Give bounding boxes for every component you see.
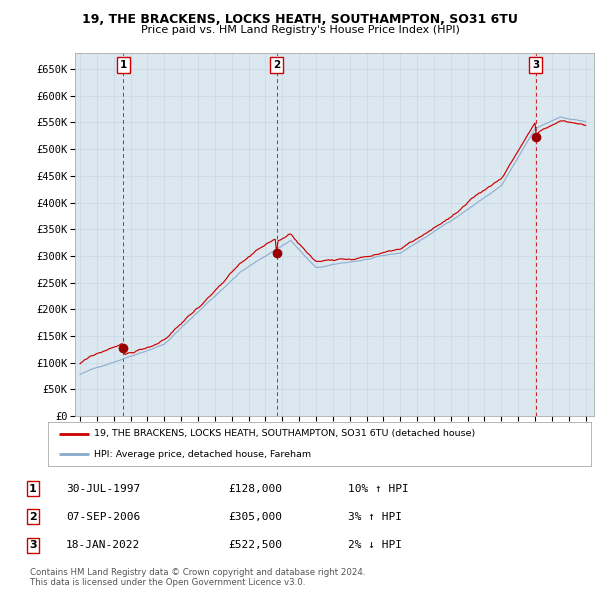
Text: 19, THE BRACKENS, LOCKS HEATH, SOUTHAMPTON, SO31 6TU (detached house): 19, THE BRACKENS, LOCKS HEATH, SOUTHAMPT… xyxy=(94,430,475,438)
Text: 1: 1 xyxy=(29,484,37,493)
Text: 2: 2 xyxy=(273,60,280,70)
Text: 3: 3 xyxy=(532,60,539,70)
Text: Price paid vs. HM Land Registry's House Price Index (HPI): Price paid vs. HM Land Registry's House … xyxy=(140,25,460,35)
Text: 19, THE BRACKENS, LOCKS HEATH, SOUTHAMPTON, SO31 6TU: 19, THE BRACKENS, LOCKS HEATH, SOUTHAMPT… xyxy=(82,13,518,26)
Text: 2: 2 xyxy=(29,512,37,522)
Text: HPI: Average price, detached house, Fareham: HPI: Average price, detached house, Fare… xyxy=(94,450,311,458)
Text: £522,500: £522,500 xyxy=(228,540,282,550)
Text: 1: 1 xyxy=(120,60,127,70)
Text: £305,000: £305,000 xyxy=(228,512,282,522)
Text: 3% ↑ HPI: 3% ↑ HPI xyxy=(348,512,402,522)
Text: Contains HM Land Registry data © Crown copyright and database right 2024.
This d: Contains HM Land Registry data © Crown c… xyxy=(30,568,365,587)
Text: 3: 3 xyxy=(29,540,37,550)
Text: 18-JAN-2022: 18-JAN-2022 xyxy=(66,540,140,550)
Text: £128,000: £128,000 xyxy=(228,484,282,493)
Text: 10% ↑ HPI: 10% ↑ HPI xyxy=(348,484,409,493)
Text: 2% ↓ HPI: 2% ↓ HPI xyxy=(348,540,402,550)
Text: 07-SEP-2006: 07-SEP-2006 xyxy=(66,512,140,522)
Text: 30-JUL-1997: 30-JUL-1997 xyxy=(66,484,140,493)
